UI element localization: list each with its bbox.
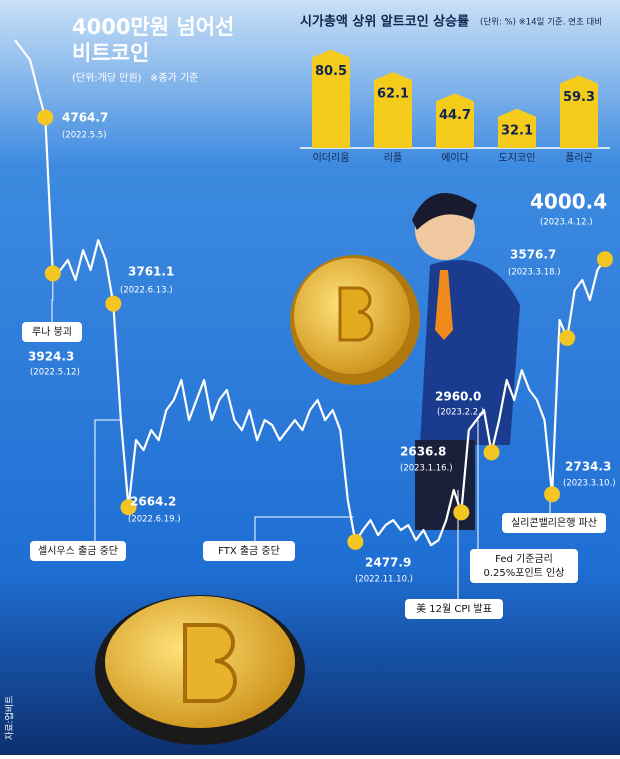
bar xyxy=(312,49,350,148)
date-label: (2022.6.19.) xyxy=(128,515,181,525)
bar xyxy=(436,93,474,148)
bar xyxy=(560,75,598,148)
chart-subtitle: (단위:개당 만원) xyxy=(72,71,142,84)
bar xyxy=(374,72,412,148)
illustration xyxy=(95,193,520,745)
event-label: 셀시우스 출금 중단 xyxy=(38,545,118,557)
date-label: (2023.4.12.) xyxy=(540,218,593,228)
date-label: (2023.3.18.) xyxy=(508,268,561,278)
event-box xyxy=(502,513,606,533)
chart-note: ※종가 기준 xyxy=(150,72,198,84)
point-marker xyxy=(120,499,137,516)
event-box xyxy=(470,549,578,583)
x-tick-label: 리플 xyxy=(384,152,402,164)
value-label: 4764.7 xyxy=(62,111,108,125)
event-label: 0.25%포인트 인상 xyxy=(484,567,565,579)
value-label: 3576.7 xyxy=(510,248,556,262)
event-label: 美 12월 CPI 발표 xyxy=(416,602,492,615)
event-connector xyxy=(94,419,121,541)
value-label: 3924.3 xyxy=(28,350,74,364)
point-marker xyxy=(347,533,364,550)
source: 자료:업비트 xyxy=(5,696,16,740)
x-tick-label: 도지코인 xyxy=(499,152,536,164)
date-label: (2022.6.13.) xyxy=(120,286,173,296)
value-label: 80.5 xyxy=(315,64,347,79)
event-label: Fed 기준금리 xyxy=(495,553,553,565)
point-marker xyxy=(544,486,561,503)
point-marker xyxy=(597,251,613,268)
bar xyxy=(498,108,536,148)
event-label: FTX 출금 중단 xyxy=(218,545,280,557)
event-label: 루나 붕괴 xyxy=(32,326,72,338)
event-box xyxy=(22,322,82,342)
value-label: 2734.3 xyxy=(565,460,611,474)
value-label: 4000.4 xyxy=(530,190,607,214)
event-box xyxy=(203,541,295,561)
date-label: (2022.5.5) xyxy=(62,131,106,141)
value-label: 2960.0 xyxy=(435,390,481,404)
point-marker xyxy=(44,265,61,282)
bar-title: 시가총액 상위 알트코인 상승률 xyxy=(300,14,469,30)
value-label: 32.1 xyxy=(501,123,533,138)
value-label: 2664.2 xyxy=(130,495,176,509)
date-label: (2023.3.10.) xyxy=(563,479,616,489)
chart-title: 비트코인 xyxy=(72,41,149,65)
event-box xyxy=(30,541,126,561)
chart-title: 4000만원 넘어선 xyxy=(72,15,234,39)
point-marker xyxy=(483,444,500,461)
value-label: 2477.9 xyxy=(365,556,411,570)
value-label: 2636.8 xyxy=(400,445,446,459)
point-marker xyxy=(37,109,54,126)
bar-note: (단위: %) ※14일 기준. 연초 대비 xyxy=(480,17,602,28)
point-marker xyxy=(559,329,576,346)
date-label: (2022.11.10.) xyxy=(355,575,413,585)
event-box xyxy=(405,599,503,619)
value-label: 3761.1 xyxy=(128,265,174,279)
x-tick-label: 이더리움 xyxy=(313,152,350,164)
event-label: 실리콘밸리은행 파산 xyxy=(511,517,597,529)
date-label: (2023.2.2.) xyxy=(437,408,484,418)
date-label: (2023.1.16.) xyxy=(400,464,453,474)
x-tick-label: 폴리곤 xyxy=(565,152,593,164)
event-connector xyxy=(51,273,54,322)
point-marker xyxy=(453,504,470,521)
value-label: 59.3 xyxy=(563,90,595,105)
point-marker xyxy=(105,295,122,312)
x-tick-label: 에이다 xyxy=(441,152,469,164)
event-connector xyxy=(254,516,354,541)
value-label: 62.1 xyxy=(377,87,409,102)
value-label: 44.7 xyxy=(439,108,471,123)
date-label: (2022.5.12) xyxy=(30,368,80,378)
